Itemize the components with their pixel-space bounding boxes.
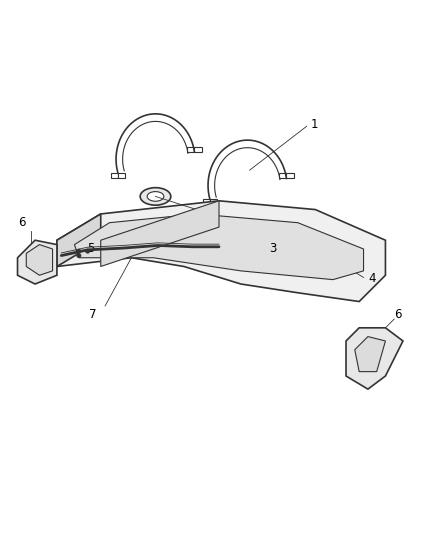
Text: 3: 3 (269, 243, 277, 255)
Polygon shape (74, 214, 364, 280)
Bar (187, 147, 195, 152)
Bar (110, 173, 118, 179)
Polygon shape (26, 245, 53, 275)
Ellipse shape (232, 216, 263, 233)
Bar (209, 199, 217, 205)
Bar (279, 173, 287, 179)
Text: 4: 4 (368, 272, 375, 285)
Text: 7: 7 (89, 308, 96, 321)
Circle shape (86, 249, 89, 253)
Circle shape (77, 249, 81, 253)
Bar (202, 199, 210, 205)
Polygon shape (346, 328, 403, 389)
Text: 5: 5 (87, 243, 94, 255)
Bar (117, 173, 125, 179)
Ellipse shape (147, 191, 164, 201)
Polygon shape (57, 214, 101, 266)
Ellipse shape (140, 188, 171, 205)
Polygon shape (57, 201, 385, 302)
Text: 6: 6 (394, 308, 402, 321)
Bar (194, 147, 202, 152)
Text: 6: 6 (18, 216, 26, 229)
Text: 1: 1 (311, 118, 318, 131)
Polygon shape (355, 336, 385, 372)
Ellipse shape (239, 220, 256, 230)
Circle shape (77, 254, 81, 257)
Bar (286, 173, 294, 179)
Polygon shape (18, 240, 57, 284)
Polygon shape (101, 201, 219, 266)
